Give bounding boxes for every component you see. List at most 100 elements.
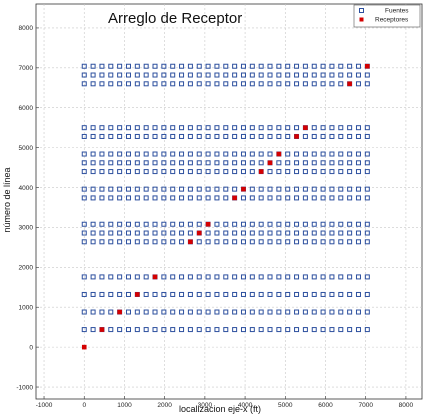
source-point <box>125 133 131 139</box>
source-point <box>161 133 167 139</box>
source-point <box>108 81 114 87</box>
source-point <box>294 169 300 175</box>
source-point <box>125 221 131 227</box>
source-point <box>99 169 105 175</box>
source-point <box>170 221 176 227</box>
source-point <box>285 239 291 245</box>
source-point <box>338 274 344 280</box>
source-point <box>276 309 282 315</box>
source-point <box>179 239 185 245</box>
source-point <box>232 133 238 139</box>
source-point <box>196 274 202 280</box>
source-point <box>99 81 105 87</box>
source-point <box>285 63 291 69</box>
source-point <box>134 160 140 166</box>
source-point <box>355 63 361 69</box>
source-point <box>152 125 158 131</box>
source-point <box>117 186 123 192</box>
source-point <box>276 169 282 175</box>
source-point <box>170 125 176 131</box>
source-point <box>90 81 96 87</box>
source-point <box>117 327 123 333</box>
source-point <box>214 327 220 333</box>
source-point <box>196 169 202 175</box>
source-point <box>187 169 193 175</box>
source-point <box>187 81 193 87</box>
source-point <box>99 309 105 315</box>
source-point <box>134 125 140 131</box>
source-point <box>134 309 140 315</box>
source-point <box>329 81 335 87</box>
source-point <box>329 133 335 139</box>
source-point <box>152 309 158 315</box>
source-point <box>285 72 291 78</box>
source-point <box>267 291 273 297</box>
y-tick-label: 2000 <box>19 265 34 272</box>
source-point <box>179 327 185 333</box>
source-point <box>99 221 105 227</box>
source-point <box>223 274 229 280</box>
source-point <box>338 327 344 333</box>
source-point <box>125 309 131 315</box>
source-point <box>240 309 246 315</box>
source-point <box>81 160 87 166</box>
source-point <box>329 151 335 157</box>
source-point <box>205 291 211 297</box>
x-tick-label: 5000 <box>278 402 293 409</box>
source-point <box>117 133 123 139</box>
source-point <box>276 72 282 78</box>
source-point <box>355 195 361 201</box>
grid-layer <box>36 4 422 399</box>
source-point <box>196 133 202 139</box>
source-point <box>187 186 193 192</box>
source-point <box>214 274 220 280</box>
source-point <box>329 63 335 69</box>
source-point <box>294 309 300 315</box>
legend-marker-receivers <box>359 17 364 22</box>
source-point <box>329 327 335 333</box>
source-point <box>320 169 326 175</box>
source-point <box>338 230 344 236</box>
source-point <box>364 195 370 201</box>
source-point <box>267 195 273 201</box>
source-point <box>258 133 264 139</box>
source-point <box>223 63 229 69</box>
y-tick-label: 4000 <box>19 185 34 192</box>
source-point <box>232 160 238 166</box>
x-tick-label: 7000 <box>358 402 373 409</box>
source-point <box>179 125 185 131</box>
source-point <box>125 291 131 297</box>
source-point <box>90 72 96 78</box>
source-point <box>170 239 176 245</box>
source-point <box>117 169 123 175</box>
source-point <box>90 239 96 245</box>
source-point <box>99 195 105 201</box>
source-point <box>108 309 114 315</box>
receiver-point <box>152 274 158 280</box>
source-point <box>232 63 238 69</box>
chart-title: Arreglo de Receptor <box>108 10 242 27</box>
receiver-point <box>303 125 308 130</box>
source-point <box>134 195 140 201</box>
source-point <box>249 125 255 131</box>
source-point <box>285 151 291 157</box>
source-point <box>143 309 149 315</box>
source-point <box>294 160 300 166</box>
source-point <box>223 151 229 157</box>
source-point <box>302 63 308 69</box>
source-point <box>258 81 264 87</box>
source-point <box>134 274 140 280</box>
source-point <box>214 186 220 192</box>
source-point <box>99 72 105 78</box>
x-tick-label: 3000 <box>198 402 213 409</box>
source-point <box>232 186 238 192</box>
source-point <box>364 230 370 236</box>
source-point <box>329 221 335 227</box>
source-point <box>347 151 353 157</box>
source-point <box>232 274 238 280</box>
source-point <box>347 169 353 175</box>
source-point <box>179 133 185 139</box>
source-point <box>355 160 361 166</box>
source-point <box>347 125 353 131</box>
source-point <box>134 133 140 139</box>
